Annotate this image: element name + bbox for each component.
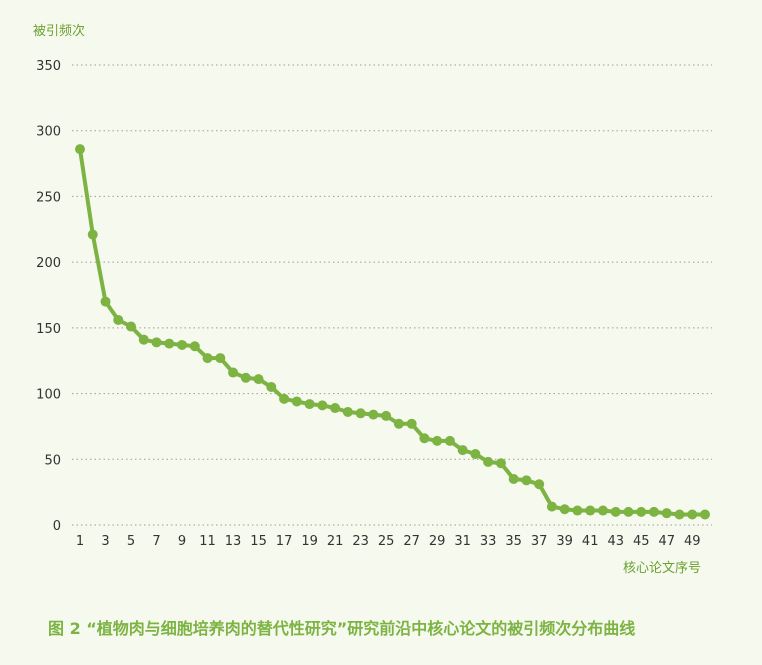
x-tick-label: 21 bbox=[327, 534, 344, 549]
data-point bbox=[151, 337, 162, 348]
data-point bbox=[508, 474, 519, 484]
data-point bbox=[215, 353, 226, 364]
data-point bbox=[138, 334, 149, 345]
citation-series-points bbox=[75, 144, 710, 520]
x-tick-label: 41 bbox=[582, 534, 599, 549]
y-tick-label: 350 bbox=[36, 59, 61, 74]
x-tick-label: 45 bbox=[633, 534, 650, 549]
x-tick-label: 43 bbox=[607, 534, 624, 549]
data-point bbox=[291, 396, 302, 407]
x-tick-label: 31 bbox=[454, 534, 471, 549]
x-tick-label: 9 bbox=[178, 534, 186, 549]
data-point bbox=[546, 501, 557, 512]
data-point bbox=[521, 475, 532, 486]
data-point bbox=[75, 144, 85, 155]
data-point bbox=[559, 504, 570, 515]
y-axis-ticks: 0 50 100 150 200 250 300 350 bbox=[36, 59, 61, 534]
y-tick-label: 300 bbox=[36, 125, 61, 140]
data-point bbox=[623, 506, 634, 517]
data-point bbox=[317, 400, 328, 411]
y-tick-label: 0 bbox=[53, 519, 61, 534]
x-tick-label: 27 bbox=[403, 534, 420, 549]
x-axis-title: 核心论文序号 bbox=[623, 561, 701, 576]
figure-caption: 图 2 “植物肉与细胞培养肉的替代性研究”研究前沿中核心论文的被引频次分布曲线 bbox=[48, 619, 635, 638]
data-point bbox=[368, 409, 379, 420]
data-point bbox=[330, 403, 341, 414]
data-point bbox=[572, 505, 583, 516]
x-tick-label: 11 bbox=[199, 534, 216, 549]
x-tick-label: 25 bbox=[378, 534, 395, 549]
y-tick-label: 250 bbox=[36, 190, 61, 205]
data-point bbox=[674, 509, 685, 520]
data-point bbox=[164, 338, 175, 349]
data-point bbox=[483, 456, 494, 467]
data-point bbox=[355, 408, 366, 419]
data-point bbox=[661, 508, 672, 519]
data-point bbox=[253, 374, 264, 385]
data-point bbox=[228, 367, 239, 378]
data-point bbox=[495, 458, 506, 469]
data-point bbox=[266, 382, 277, 392]
data-point bbox=[700, 509, 710, 520]
data-point bbox=[648, 506, 659, 517]
x-tick-label: 33 bbox=[480, 534, 497, 549]
x-tick-label: 35 bbox=[505, 534, 522, 549]
x-tick-label: 37 bbox=[531, 534, 548, 549]
data-point bbox=[202, 353, 213, 364]
y-tick-label: 100 bbox=[36, 388, 61, 403]
data-point bbox=[610, 506, 621, 517]
x-tick-label: 19 bbox=[301, 534, 318, 549]
gridlines bbox=[72, 64, 712, 526]
x-tick-label: 47 bbox=[658, 534, 675, 549]
y-tick-label: 150 bbox=[36, 322, 61, 337]
data-point bbox=[240, 372, 251, 383]
data-point bbox=[432, 435, 443, 446]
data-point bbox=[393, 418, 404, 429]
data-point bbox=[419, 433, 430, 444]
data-point bbox=[381, 410, 392, 421]
x-tick-label: 49 bbox=[684, 534, 701, 549]
x-tick-label: 23 bbox=[352, 534, 369, 549]
x-tick-label: 13 bbox=[225, 534, 242, 549]
x-tick-label: 3 bbox=[101, 534, 109, 549]
data-point bbox=[444, 435, 455, 446]
x-tick-label: 1 bbox=[76, 534, 84, 549]
data-point bbox=[406, 418, 417, 429]
data-point bbox=[342, 406, 353, 417]
y-tick-label: 200 bbox=[36, 256, 61, 271]
data-point bbox=[304, 399, 315, 410]
data-point bbox=[100, 296, 111, 307]
data-point bbox=[636, 506, 647, 517]
x-axis-ticks: 1 3 5 7 9 11 13 15 17 19 21 23 25 27 29 31 33 35 37 39 41 43 4… bbox=[76, 534, 701, 549]
x-tick-label: 39 bbox=[556, 534, 573, 549]
data-point bbox=[687, 509, 698, 520]
data-point bbox=[585, 505, 596, 516]
data-point bbox=[457, 445, 468, 456]
data-point bbox=[113, 314, 124, 325]
x-tick-label: 5 bbox=[127, 534, 135, 549]
data-point bbox=[279, 393, 290, 404]
x-tick-label: 7 bbox=[152, 534, 160, 549]
data-point bbox=[597, 505, 608, 516]
data-point bbox=[189, 341, 200, 352]
data-point bbox=[87, 229, 98, 240]
data-point bbox=[126, 321, 137, 332]
data-point bbox=[534, 479, 545, 490]
data-point bbox=[470, 449, 481, 460]
x-tick-label: 15 bbox=[250, 534, 267, 549]
data-point bbox=[177, 339, 188, 350]
x-tick-label: 17 bbox=[276, 534, 293, 549]
y-axis-title: 被引频次 bbox=[33, 23, 85, 39]
x-tick-label: 29 bbox=[429, 534, 446, 549]
y-tick-label: 50 bbox=[44, 453, 61, 468]
